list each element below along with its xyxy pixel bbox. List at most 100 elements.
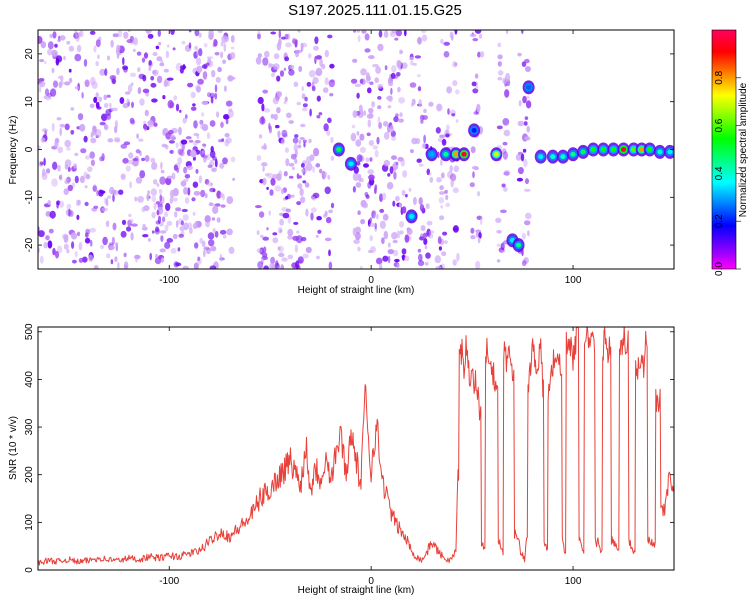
- noise-speckle: [214, 51, 220, 56]
- noise-speckle: [329, 79, 335, 83]
- noise-speckle: [232, 177, 236, 181]
- noise-speckle: [224, 85, 227, 92]
- noise-speckle: [303, 142, 306, 148]
- noise-speckle: [47, 48, 53, 56]
- noise-speckle: [329, 93, 334, 97]
- noise-speckle: [285, 42, 292, 48]
- noise-speckle: [454, 62, 458, 67]
- noise-speckle: [425, 203, 430, 210]
- figure-title: S197.2025.111.01.15.G25: [288, 2, 462, 19]
- noise-speckle: [169, 189, 175, 198]
- noise-speckle: [270, 256, 276, 265]
- noise-speckle: [278, 30, 282, 39]
- noise-speckle: [360, 68, 367, 76]
- noise-speckle: [360, 78, 366, 85]
- noise-speckle: [50, 88, 57, 97]
- spectrogram-noise: [38, 30, 532, 269]
- noise-speckle: [284, 56, 290, 62]
- noise-speckle: [104, 124, 108, 129]
- noise-speckle: [99, 121, 106, 126]
- noise-speckle: [382, 192, 387, 201]
- noise-speckle: [143, 205, 150, 212]
- noise-speckle: [261, 258, 264, 265]
- noise-speckle: [277, 91, 282, 98]
- noise-speckle: [316, 95, 321, 102]
- noise-speckle: [56, 245, 63, 254]
- noise-speckle: [366, 77, 370, 84]
- noise-speckle: [214, 230, 219, 238]
- noise-speckle: [398, 202, 403, 208]
- noise-speckle: [142, 224, 146, 228]
- noise-speckle: [389, 166, 394, 175]
- noise-speckle: [156, 75, 163, 84]
- noise-speckle: [114, 138, 121, 143]
- noise-speckle: [76, 214, 80, 220]
- noise-speckle: [226, 196, 234, 205]
- noise-speckle: [40, 161, 44, 166]
- noise-speckle: [521, 260, 527, 267]
- noise-speckle: [479, 216, 483, 226]
- noise-speckle: [281, 129, 288, 138]
- noise-speckle: [399, 221, 404, 228]
- noise-speckle: [445, 202, 451, 208]
- noise-speckle: [500, 209, 507, 214]
- noise-speckle: [95, 92, 99, 99]
- noise-speckle: [217, 66, 222, 73]
- noise-speckle: [40, 137, 46, 143]
- noise-speckle: [396, 263, 400, 269]
- noise-speckle: [60, 75, 64, 82]
- noise-speckle: [315, 67, 323, 77]
- noise-speckle: [81, 92, 84, 99]
- noise-speckle: [206, 92, 212, 98]
- noise-speckle: [397, 86, 401, 93]
- noise-speckle: [205, 193, 208, 199]
- noise-speckle: [187, 222, 193, 230]
- noise-speckle: [436, 103, 442, 112]
- noise-speckle: [444, 189, 448, 194]
- noise-speckle: [220, 51, 224, 59]
- noise-speckle: [223, 114, 230, 120]
- noise-speckle: [193, 262, 199, 269]
- noise-speckle: [476, 103, 481, 113]
- noise-speckle: [49, 210, 56, 219]
- noise-speckle: [212, 43, 217, 48]
- noise-speckle: [109, 186, 115, 195]
- noise-speckle: [365, 194, 370, 199]
- noise-speckle: [319, 58, 323, 67]
- noise-speckle: [210, 245, 217, 250]
- noise-speckle: [177, 247, 181, 252]
- noise-speckle: [288, 120, 294, 124]
- noise-speckle: [445, 133, 450, 138]
- noise-speckle: [517, 151, 523, 155]
- feature-point: [408, 214, 415, 219]
- noise-speckle: [114, 189, 119, 196]
- noise-speckle: [415, 138, 421, 145]
- noise-speckle: [266, 227, 269, 231]
- noise-speckle: [423, 108, 427, 113]
- noise-speckle: [166, 238, 174, 243]
- noise-speckle: [283, 171, 288, 177]
- noise-speckle: [219, 229, 227, 235]
- noise-speckle: [277, 130, 281, 138]
- noise-speckle: [183, 166, 188, 174]
- noise-speckle: [359, 265, 363, 269]
- colorbar-tick-label: 0.8: [714, 70, 725, 84]
- noise-speckle: [497, 54, 503, 60]
- noise-speckle: [217, 30, 223, 34]
- noise-speckle: [294, 134, 299, 138]
- noise-speckle: [274, 185, 282, 192]
- noise-speckle: [193, 120, 198, 129]
- noise-speckle: [91, 81, 98, 89]
- noise-speckle: [124, 91, 131, 95]
- noise-speckle: [382, 213, 389, 221]
- noise-speckle: [469, 33, 477, 38]
- noise-speckle: [369, 222, 376, 228]
- feature-point: [667, 149, 673, 155]
- noise-speckle: [435, 127, 441, 134]
- noise-speckle: [123, 31, 129, 39]
- noise-speckle: [390, 72, 396, 79]
- noise-speckle: [226, 228, 233, 236]
- colorbar-ticks: 0.0 0.2 0.4 0.6 0.8: [714, 70, 741, 276]
- noise-speckle: [192, 141, 198, 146]
- noise-speckle: [163, 68, 169, 73]
